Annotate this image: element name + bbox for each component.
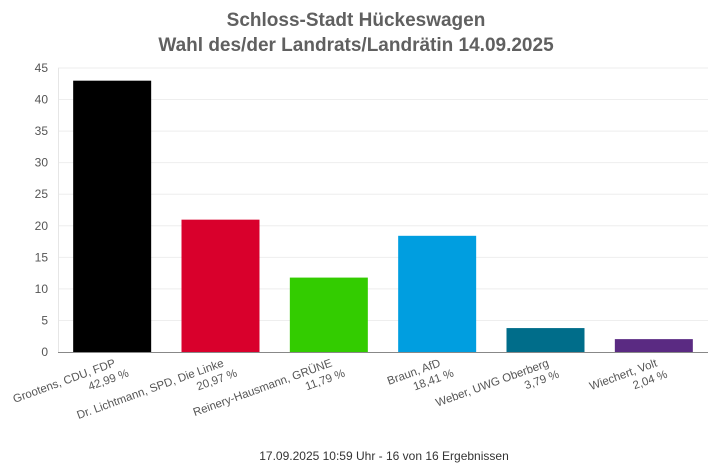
y-tick-label: 25 (35, 187, 49, 201)
bar (289, 277, 368, 352)
bar (614, 339, 693, 352)
bar (506, 328, 585, 352)
y-tick-label: 35 (35, 124, 49, 138)
y-axis-ticks: 0 5 10 15 20 25 30 35 40 45 (35, 61, 49, 359)
y-tick-label: 30 (35, 156, 49, 170)
results-footer: 17.09.2025 10:59 Uhr - 16 von 16 Ergebni… (259, 449, 509, 463)
bar (181, 219, 260, 352)
y-tick-label: 5 (41, 313, 48, 327)
y-tick-label: 15 (35, 250, 49, 264)
bars (73, 80, 693, 352)
y-tick-label: 45 (35, 61, 49, 75)
gridlines (58, 67, 708, 321)
bar (73, 80, 152, 352)
y-tick-label: 40 (35, 93, 49, 107)
y-tick-label: 0 (41, 345, 48, 359)
chart-title: Schloss-Stadt Hückeswagen (227, 10, 486, 31)
chart-subtitle: Wahl des/der Landrats/Landrätin 14.09.20… (158, 35, 554, 56)
y-tick-label: 10 (35, 282, 49, 296)
y-tick-label: 20 (35, 219, 49, 233)
bar (398, 235, 477, 352)
